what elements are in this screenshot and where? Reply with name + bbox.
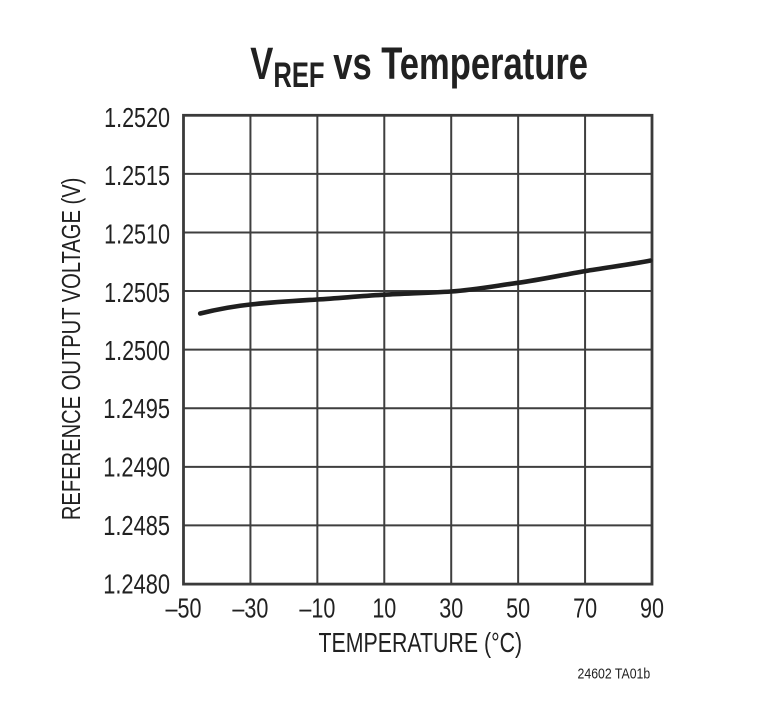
svg-text:10: 10 <box>372 593 396 624</box>
svg-text:1.2495: 1.2495 <box>103 393 170 424</box>
svg-text:REFERENCE OUTPUT VOLTAGE (V): REFERENCE OUTPUT VOLTAGE (V) <box>57 178 86 520</box>
svg-text:1.2510: 1.2510 <box>104 219 170 250</box>
svg-text:–30: –30 <box>232 593 268 624</box>
svg-text:REF: REF <box>273 55 324 95</box>
svg-text:1.2490: 1.2490 <box>103 452 170 483</box>
svg-text:TEMPERATURE (°C): TEMPERATURE (°C) <box>319 627 523 658</box>
svg-text:1.2480: 1.2480 <box>103 569 170 600</box>
svg-text:1.2485: 1.2485 <box>103 511 170 542</box>
svg-text:1.2515: 1.2515 <box>104 161 170 192</box>
svg-text:24602 TA01b: 24602 TA01b <box>578 665 651 681</box>
svg-text:–10: –10 <box>299 593 335 624</box>
svg-text:50: 50 <box>506 593 530 624</box>
svg-text:V: V <box>250 39 273 89</box>
svg-text:–50: –50 <box>166 593 202 624</box>
svg-text:90: 90 <box>640 593 664 624</box>
svg-text:1.2500: 1.2500 <box>104 336 170 367</box>
svg-text:1.2505: 1.2505 <box>104 277 170 308</box>
svg-text:30: 30 <box>439 593 463 624</box>
svg-text:70: 70 <box>573 593 597 624</box>
svg-text:vs Temperature: vs Temperature <box>333 39 588 89</box>
svg-text:1.2520: 1.2520 <box>104 102 170 133</box>
